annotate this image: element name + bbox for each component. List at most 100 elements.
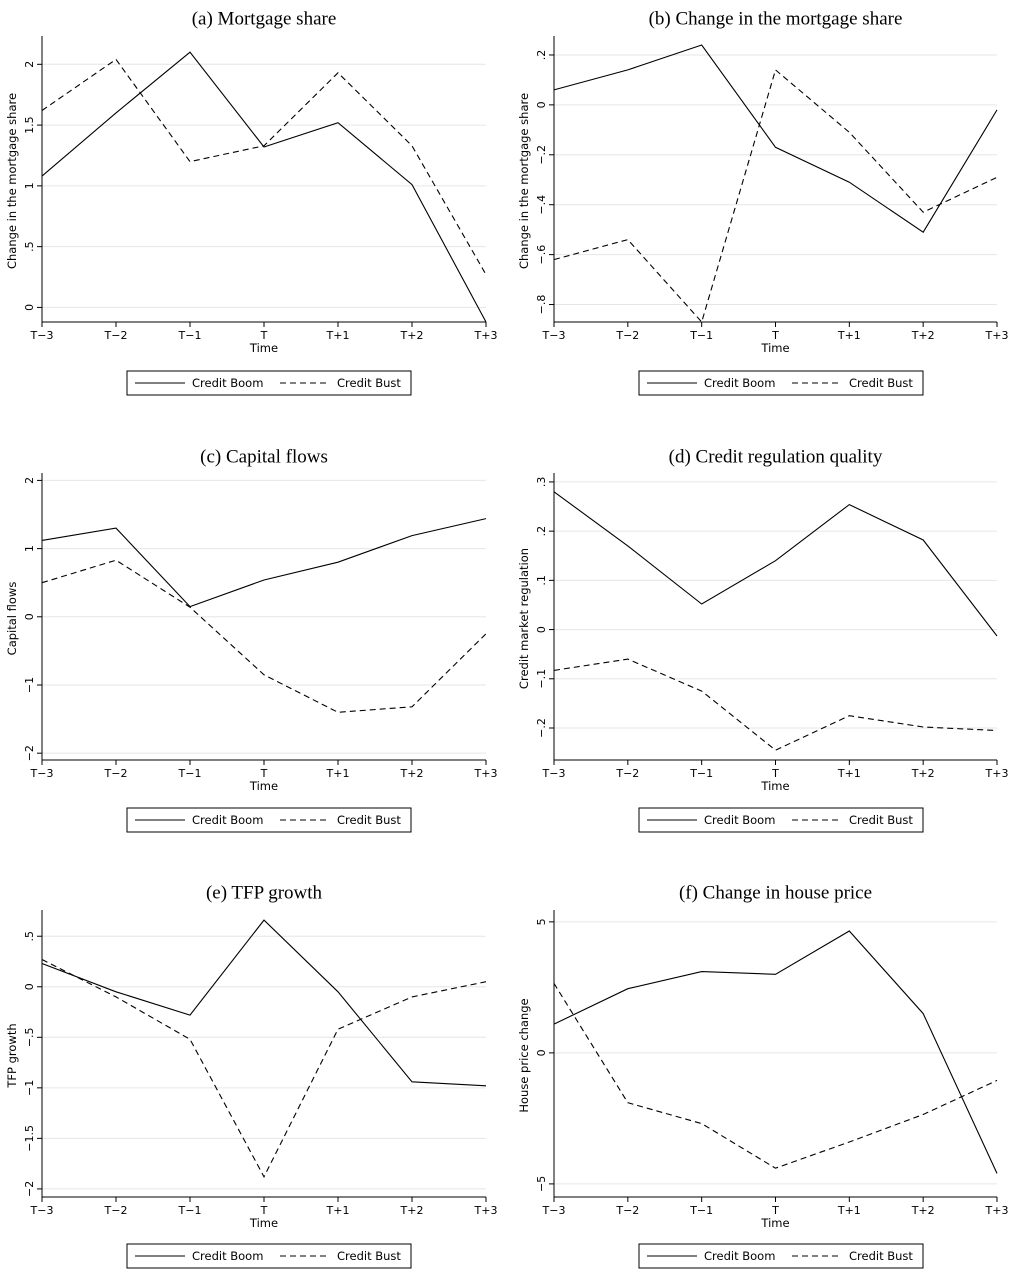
x-tick-label: T+1 <box>326 329 350 342</box>
legend-label: Credit Boom <box>192 1249 263 1263</box>
x-tick-label: T−1 <box>178 1204 202 1217</box>
y-tick-label: .3 <box>535 477 548 488</box>
legend-label: Credit Bust <box>337 376 401 390</box>
y-tick-label: −.6 <box>535 245 548 265</box>
chart-title: (e) TFP growth <box>206 882 323 903</box>
x-tick-label: T−2 <box>615 1204 639 1217</box>
x-tick-label: T+1 <box>837 767 861 780</box>
y-tick-label: −1.5 <box>23 1125 36 1152</box>
x-tick-label: T−1 <box>178 767 202 780</box>
y-axis-title: TFP growth <box>5 1023 19 1088</box>
legend-box <box>638 807 924 833</box>
x-tick-label: T−3 <box>542 767 566 780</box>
chart-panel-3: (c) Capital flows −2 −1 0 1 2 T−3 T−2 T−1 T T+1 T+2… <box>5 446 498 833</box>
y-tick-label: 2 <box>23 477 36 484</box>
x-tick-label: T−3 <box>30 329 54 342</box>
x-axis-title: Time <box>249 779 278 793</box>
y-tick-label: 2 <box>23 61 36 68</box>
x-tick-label: T+2 <box>911 329 935 342</box>
legend: Credit Boom Credit Bust <box>126 807 412 833</box>
x-axis-title: Time <box>249 1216 278 1230</box>
y-axis-title: Capital flows <box>5 582 19 656</box>
y-tick-label: −.4 <box>535 195 548 215</box>
series-line-credit-boom <box>553 491 998 637</box>
chart-title: (d) Credit regulation quality <box>669 446 883 467</box>
series-line-credit-bust <box>41 959 487 1178</box>
x-tick-label: T+2 <box>911 1204 935 1217</box>
y-axis-title: Change in the mortgage share <box>517 93 531 269</box>
x-axis-title: Time <box>760 779 789 793</box>
y-tick-label: −.5 <box>23 1027 36 1047</box>
series-line-credit-bust <box>553 658 998 751</box>
legend: Credit Boom Credit Bust <box>126 1243 412 1269</box>
legend-label: Credit Boom <box>192 813 263 827</box>
x-tick-label: T <box>771 1204 779 1217</box>
x-tick-label: T−2 <box>615 767 639 780</box>
series-line-credit-bust <box>41 559 487 713</box>
legend: Credit Boom Credit Bust <box>638 370 924 396</box>
series-line-credit-boom <box>41 51 487 323</box>
chart-title: (b) Change in the mortgage share <box>649 8 903 29</box>
x-tick-label: T−1 <box>689 1204 713 1217</box>
x-tick-label: T−1 <box>689 329 713 342</box>
x-tick-label: T+3 <box>474 767 498 780</box>
legend: Credit Boom Credit Bust <box>638 807 924 833</box>
x-tick-label: T <box>260 767 268 780</box>
y-tick-label: −.2 <box>535 718 548 738</box>
x-tick-label: T−1 <box>689 767 713 780</box>
series-line-credit-boom <box>553 930 998 1174</box>
chart-title: (f) Change in house price <box>679 882 872 903</box>
y-tick-label: 0 <box>535 626 548 633</box>
chart-panel-5: (e) TFP growth −2 −1.5 −1 −.5 0 .5 T−3 T−2 T−1 T T+… <box>5 882 498 1269</box>
x-tick-label: T+2 <box>400 329 424 342</box>
x-tick-label: T+3 <box>474 329 498 342</box>
y-tick-label: 0 <box>23 983 36 990</box>
y-tick-label: 0 <box>535 1049 548 1056</box>
x-tick-label: T <box>771 767 779 780</box>
y-axis-title: House price change <box>517 998 531 1112</box>
y-tick-label: −2 <box>23 1181 36 1197</box>
y-tick-label: 1.5 <box>23 116 36 134</box>
legend: Credit Boom Credit Bust <box>638 1243 924 1269</box>
x-axis-title: Time <box>760 1216 789 1230</box>
series-line-credit-boom <box>41 919 487 1087</box>
legend-label: Credit Bust <box>337 813 401 827</box>
chart-panel-2: (b) Change in the mortgage share −.8 −.6 −.… <box>517 8 1009 396</box>
x-tick-label: T+3 <box>985 329 1009 342</box>
series-line-credit-boom <box>41 518 487 608</box>
series-line-credit-bust <box>41 58 487 275</box>
x-axis-title: Time <box>249 341 278 355</box>
y-tick-label: 5 <box>535 918 548 925</box>
y-tick-label: .1 <box>535 575 548 586</box>
legend-label: Credit Bust <box>849 376 913 390</box>
x-tick-label: T+2 <box>400 1204 424 1217</box>
y-tick-label: .5 <box>23 241 36 252</box>
series-line-credit-bust <box>553 68 998 324</box>
y-tick-label: −.2 <box>535 145 548 165</box>
chart-panel-1: (a) Mortgage share 0 .5 1 1.5 2 T−3 T−2 T−1 T T+1 T… <box>5 8 498 396</box>
x-tick-label: T+2 <box>400 767 424 780</box>
y-axis-title: Credit market regulation <box>517 548 531 689</box>
x-tick-label: T <box>260 329 268 342</box>
legend-label: Credit Bust <box>337 1249 401 1263</box>
x-tick-label: T+3 <box>474 1204 498 1217</box>
y-tick-label: 1 <box>23 545 36 552</box>
x-tick-label: T+3 <box>985 767 1009 780</box>
chart-title: (c) Capital flows <box>200 446 328 467</box>
x-axis-title: Time <box>760 341 789 355</box>
x-tick-label: T+1 <box>326 767 350 780</box>
series-line-credit-boom <box>553 44 998 233</box>
legend: Credit Boom Credit Bust <box>126 370 412 396</box>
x-tick-label: T−2 <box>615 329 639 342</box>
y-tick-label: 1 <box>23 182 36 189</box>
chart-title: (a) Mortgage share <box>192 8 337 29</box>
legend-label: Credit Boom <box>192 376 263 390</box>
y-tick-label: .2 <box>535 526 548 537</box>
y-tick-label: 0 <box>23 613 36 620</box>
x-tick-label: T−2 <box>104 767 128 780</box>
x-tick-label: T−1 <box>178 329 202 342</box>
chart-panel-4: (d) Credit regulation quality −.2 −.1 0 .1 .2… <box>517 446 1009 833</box>
x-tick-label: T+3 <box>985 1204 1009 1217</box>
y-tick-label: −.8 <box>535 295 548 315</box>
